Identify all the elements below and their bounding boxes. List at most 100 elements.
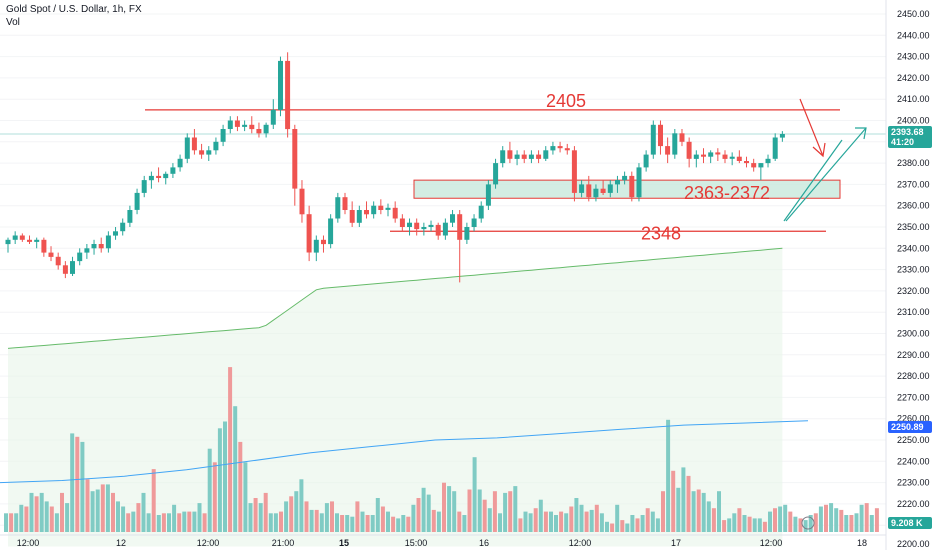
volume-bar [177, 513, 182, 532]
candle [206, 150, 212, 155]
candle [579, 184, 585, 193]
volume-bar [421, 487, 426, 532]
volume-bar [375, 498, 380, 532]
up-arrow-head [855, 127, 867, 140]
volume-bar [773, 508, 777, 532]
candle [184, 137, 190, 159]
candle [105, 235, 111, 249]
y-tick-label: 2420.00 [897, 73, 930, 83]
candle [450, 214, 455, 223]
volume-bar [172, 504, 177, 532]
volume-bar [54, 513, 59, 532]
volume-bar [14, 513, 19, 532]
candle [321, 239, 326, 245]
candle [457, 214, 463, 240]
volume-bar [396, 518, 401, 532]
volume-bar [360, 511, 365, 532]
volume-bar [874, 508, 879, 532]
volume-bar [44, 501, 49, 532]
candle [586, 184, 592, 198]
candle [765, 158, 771, 164]
volume-bar [416, 498, 421, 532]
y-tick-label: 2450.00 [897, 9, 930, 19]
candle [113, 231, 118, 236]
volume-bar [80, 441, 85, 532]
volume-bar [467, 489, 472, 532]
x-tick-label: 17 [671, 538, 681, 548]
price-badge-bg [888, 125, 932, 148]
price-badge: 2393.68 [891, 127, 924, 137]
volume-bar [248, 503, 253, 532]
volume-bar [783, 504, 788, 532]
volume-bar [167, 513, 171, 532]
candle [220, 129, 226, 142]
candle [528, 154, 534, 159]
volume-bar [365, 515, 370, 532]
y-tick-label: 2340.00 [897, 243, 930, 253]
volume-bar [549, 511, 553, 532]
volume-bar [314, 509, 319, 532]
volume-bar [717, 491, 721, 532]
volume-bar [793, 516, 798, 532]
volume-bar [808, 515, 813, 532]
candle [77, 252, 83, 262]
candle [242, 124, 248, 127]
volume-bar [737, 508, 742, 532]
up-arrow-long [785, 127, 867, 222]
volume-bar [60, 492, 64, 532]
volume-bar [487, 508, 492, 532]
volume-bar [813, 513, 818, 532]
volume-bar [732, 513, 737, 532]
volume-bar [29, 492, 34, 532]
symbol-title[interactable]: Gold Spot / U.S. Dollar, 1h, FX [6, 4, 142, 15]
level-label-2405: 2405 [546, 91, 586, 111]
volume-bar [370, 515, 375, 532]
candle [170, 167, 176, 174]
volume-bar [686, 475, 691, 532]
y-tick-label: 2380.00 [897, 158, 930, 168]
volume-bar [141, 492, 146, 532]
candle [701, 154, 706, 157]
volume-bar [503, 492, 508, 532]
volume-legend[interactable]: Vol [6, 17, 20, 28]
candle [600, 188, 606, 193]
candle [356, 210, 362, 223]
volume-bar [319, 513, 324, 532]
candle [371, 205, 377, 215]
volume-bar [640, 515, 645, 532]
volume-bar [340, 515, 345, 532]
candle [571, 150, 577, 193]
volume-bar [859, 504, 864, 532]
candle [665, 146, 671, 155]
volume-bar [197, 503, 202, 532]
volume-bar [324, 503, 329, 532]
candle [564, 148, 570, 151]
volume-bar [834, 508, 839, 532]
candle [715, 152, 721, 155]
volume-bar [472, 457, 477, 532]
x-tick-label: 12:00 [197, 538, 220, 548]
candle [5, 239, 11, 245]
volume-bar [228, 367, 233, 532]
volume-bar [803, 520, 808, 532]
volume-bar [630, 515, 635, 532]
volume-bar [299, 479, 304, 532]
volume-bar [75, 436, 80, 532]
x-tick-label: 15:00 [405, 538, 428, 548]
volume-bar [625, 523, 630, 532]
candle [263, 124, 269, 134]
volume-bar [615, 504, 620, 532]
candle [772, 137, 778, 159]
volume-ma-line [0, 420, 809, 484]
y-tick-label: 2240.00 [897, 456, 930, 466]
volume-bar [554, 515, 558, 532]
volume-bar [202, 513, 207, 532]
candle [163, 173, 169, 179]
volume-bar [386, 511, 390, 532]
candle [385, 207, 391, 210]
volume-bar [711, 508, 716, 532]
candle [729, 156, 735, 159]
volume-bar [701, 492, 706, 532]
